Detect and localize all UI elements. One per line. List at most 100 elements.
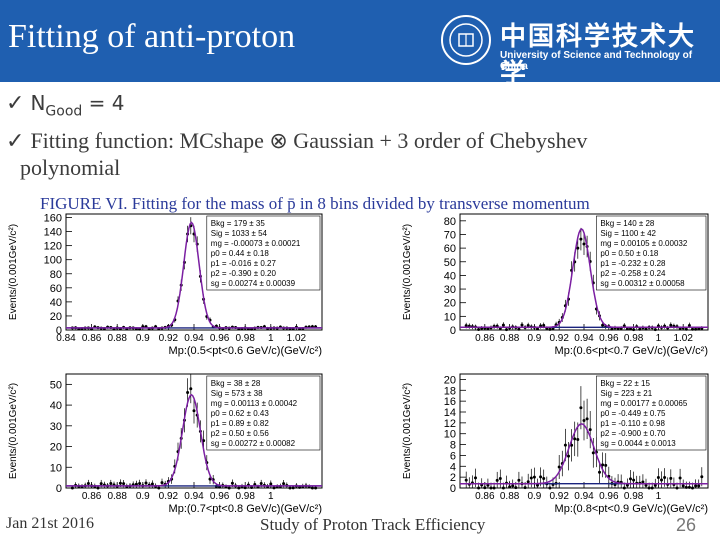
y-axis-label: Events/(0.001GeV/c²): [402, 383, 413, 479]
data-point: [514, 486, 518, 490]
data-point: [576, 246, 580, 250]
x-tick-label: 0.92: [549, 333, 569, 344]
stats-line: sg = 0.0044 ± 0.0013: [600, 439, 676, 448]
y-tick-label: 0: [56, 325, 62, 337]
data-point: [629, 477, 632, 481]
university-logo: 中国科学技术大学 University of Science and Techn…: [440, 14, 710, 89]
x-tick-label: 0.9: [527, 333, 541, 344]
data-point: [250, 485, 254, 489]
x-tick-label: 0.9: [136, 333, 150, 344]
data-point: [567, 454, 570, 458]
data-point: [687, 323, 691, 327]
data-point: [684, 485, 688, 489]
x-tick-label: 0.88: [107, 491, 127, 502]
y-tick-label: 4: [450, 461, 456, 473]
stats-line: sg = 0.00272 ± 0.00082: [211, 439, 296, 448]
x-tick-label: 0.96: [210, 333, 230, 344]
data-point: [641, 480, 645, 484]
data-point: [582, 242, 586, 246]
stats-box: [596, 375, 707, 451]
y-tick-label: 140: [44, 227, 62, 239]
data-point: [186, 390, 190, 394]
y-tick-label: 50: [444, 257, 456, 269]
data-point: [700, 475, 704, 479]
slide-title: Fitting of anti-proton: [8, 18, 296, 55]
data-point: [539, 475, 543, 479]
x-tick-label: 0.96: [599, 491, 619, 502]
figure-caption: FIGURE VI. Fitting for the mass of p̄ in…: [40, 194, 590, 213]
data-point: [691, 486, 694, 490]
stats-line: sg = 0.00274 ± 0.00039: [211, 279, 296, 288]
y-tick-label: 40: [50, 400, 62, 412]
x-tick-label: 0.94: [574, 491, 594, 502]
y-tick-label: 10: [444, 311, 456, 323]
data-point: [269, 482, 273, 486]
footer-date: Jan 21st 2016: [6, 515, 94, 532]
x-tick-label: 0.88: [500, 491, 520, 502]
y-tick-label: 50: [50, 379, 62, 391]
data-point: [585, 417, 589, 421]
stats-line: p2 = -0.258 ± 0.24: [600, 269, 666, 278]
x-tick-label: 0.86: [475, 491, 495, 502]
y-tick-label: 100: [44, 255, 62, 267]
data-point: [663, 475, 667, 479]
x-tick-label: 0.86: [82, 491, 102, 502]
data-point: [192, 409, 196, 413]
data-point: [483, 486, 487, 490]
data-point: [653, 328, 657, 332]
data-point: [489, 486, 493, 490]
data-point: [579, 237, 583, 241]
data-point: [548, 327, 552, 331]
data-point: [122, 482, 126, 486]
y-tick-label: 60: [50, 283, 62, 295]
data-point: [99, 482, 103, 486]
y-tick-label: 16: [444, 396, 456, 408]
stats-line: Sig = 223 ± 21: [600, 389, 652, 398]
data-point: [523, 486, 527, 490]
bullet-fitting-function: ✓ Fitting function: MCshape ⊗ Gaussian + …: [6, 128, 587, 154]
data-point: [656, 476, 660, 480]
data-point: [498, 477, 502, 481]
mass-fit-plot-3: 0 10 20 30 40 50 0.86 0.88 0.9 0.92 0.94 0.96 0.98 1 E…: [8, 373, 323, 515]
x-axis-label: Mp:(0.5<pt<0.6 GeV/c)(GeV/c²): [169, 345, 322, 357]
data-point: [474, 476, 477, 480]
data-point: [604, 463, 608, 467]
stats-line: Sig = 573 ± 38: [211, 389, 263, 398]
data-point: [675, 486, 679, 490]
data-point: [548, 486, 552, 490]
x-tick-label: 1.02: [287, 333, 307, 344]
y-tick-label: 20: [444, 298, 456, 310]
y-tick-label: 0: [56, 483, 62, 495]
x-tick-label: 0.86: [475, 333, 495, 344]
data-point: [495, 478, 499, 482]
x-tick-label: 1: [656, 333, 662, 344]
data-point: [288, 486, 292, 490]
y-axis-label: Events/(0.001GeV/c²): [402, 224, 413, 320]
data-point: [532, 475, 536, 479]
data-point: [150, 482, 154, 486]
x-tick-label: 0.94: [574, 333, 594, 344]
data-point: [134, 482, 138, 486]
data-point: [520, 323, 524, 327]
x-axis-label: Mp:(0.7<pt<0.8 GeV/c)(GeV/c²): [169, 503, 322, 515]
total-fit-curve: [460, 423, 708, 485]
stats-line: p2 = -0.900 ± 0.70: [600, 429, 666, 438]
x-tick-label: 0.86: [82, 333, 102, 344]
stats-line: p1 = 0.89 ± 0.82: [211, 419, 270, 428]
ngood-symbol: N: [30, 91, 46, 115]
stats-line: Bkg = 140 ± 28: [600, 219, 655, 228]
data-point: [557, 465, 561, 469]
stats-line: p1 = -0.232 ± 0.28: [600, 259, 666, 268]
stats-line: p0 = -0.449 ± 0.75: [600, 409, 666, 418]
data-point: [660, 478, 663, 482]
data-point: [189, 387, 193, 391]
data-point: [508, 485, 512, 489]
data-point: [681, 484, 685, 488]
x-tick-label: 0.88: [500, 333, 520, 344]
data-point: [678, 476, 682, 480]
data-point: [536, 327, 539, 331]
y-tick-label: 120: [44, 241, 62, 253]
ngood-value: = 4: [82, 91, 125, 115]
data-point: [632, 328, 636, 332]
